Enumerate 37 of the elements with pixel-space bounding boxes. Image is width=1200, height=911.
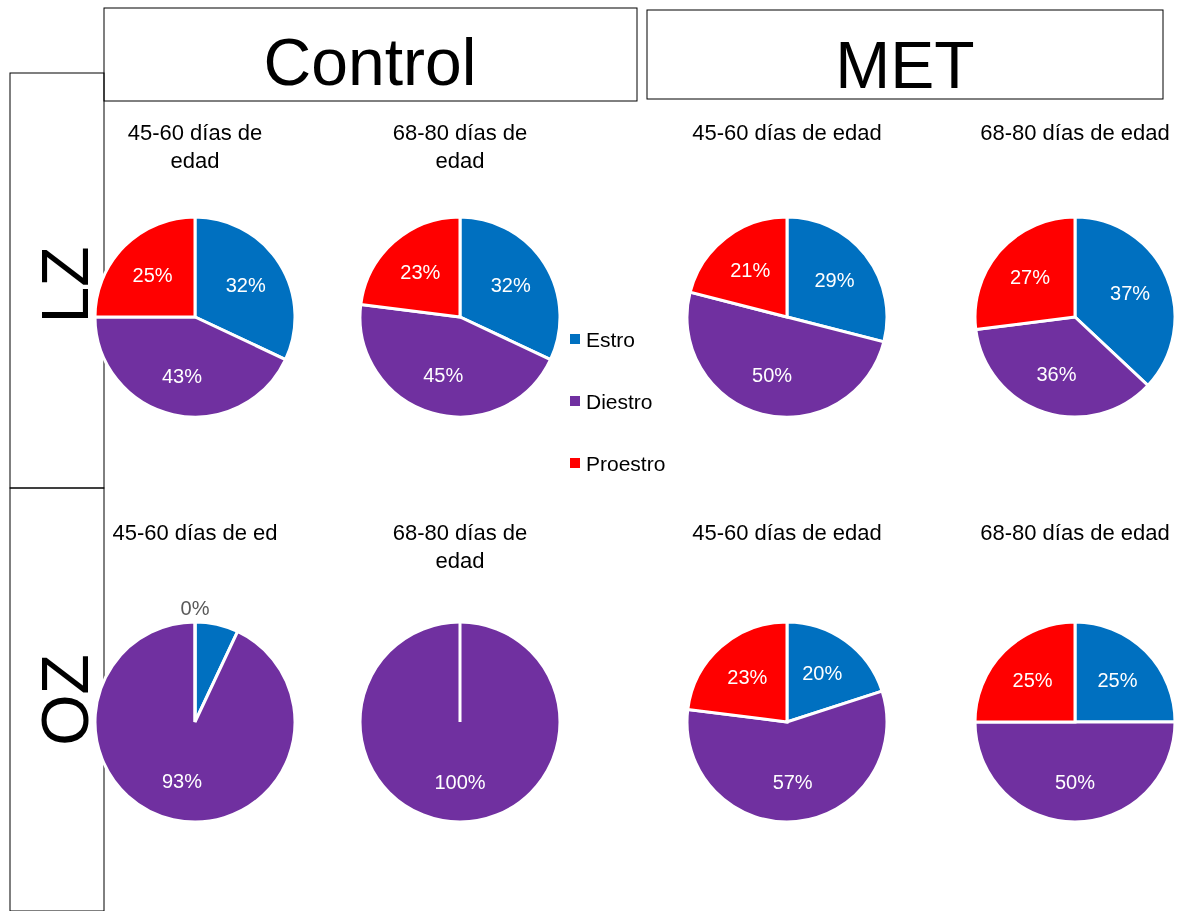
legend-label: Proestro [586, 452, 666, 475]
text: Control [263, 25, 477, 99]
chart-title: 45-60 días de ed [112, 520, 278, 545]
data-label: 50% [1054, 771, 1096, 793]
chart-title: 68-80 días de edad [392, 520, 528, 573]
text: LZ [28, 246, 102, 324]
text: OZ [28, 654, 102, 746]
legend-label: Diestro [586, 390, 653, 413]
data-label: 25% [1012, 668, 1053, 691]
chart-title: 68-80 días de edad [980, 120, 1170, 145]
chart-title: 45-60 días de edad [127, 120, 263, 173]
data-label: 50% [752, 364, 793, 387]
data-label: 21% [730, 258, 771, 281]
data-label: 93% [161, 769, 203, 792]
data-label: 57% [772, 770, 813, 793]
chart-title: 45-60 días de edad [692, 520, 882, 545]
pie-slice [93, 620, 297, 824]
chart-title: 68-80 días de edad [392, 120, 528, 173]
data-label: 32% [490, 273, 531, 296]
data-label: 100% [434, 771, 486, 793]
data-label: 25% [132, 263, 173, 286]
text: MET [835, 28, 975, 102]
data-label: 29% [814, 269, 855, 292]
data-label: 25% [1097, 668, 1138, 691]
data-label: 43% [161, 364, 203, 387]
data-label: 37% [1110, 282, 1151, 305]
data-label: 23% [400, 260, 441, 283]
data-label: 45% [423, 363, 464, 386]
data-label: 20% [802, 662, 843, 685]
data-label: 32% [225, 273, 266, 296]
text: 0% [180, 597, 210, 619]
legend-label: Estro [586, 328, 636, 351]
chart-title: 68-80 días de edad [980, 520, 1170, 545]
data-label: 36% [1036, 363, 1077, 386]
data-label: 23% [727, 665, 768, 688]
data-label: 27% [1009, 266, 1051, 289]
chart-title: 45-60 días de edad [692, 120, 882, 145]
